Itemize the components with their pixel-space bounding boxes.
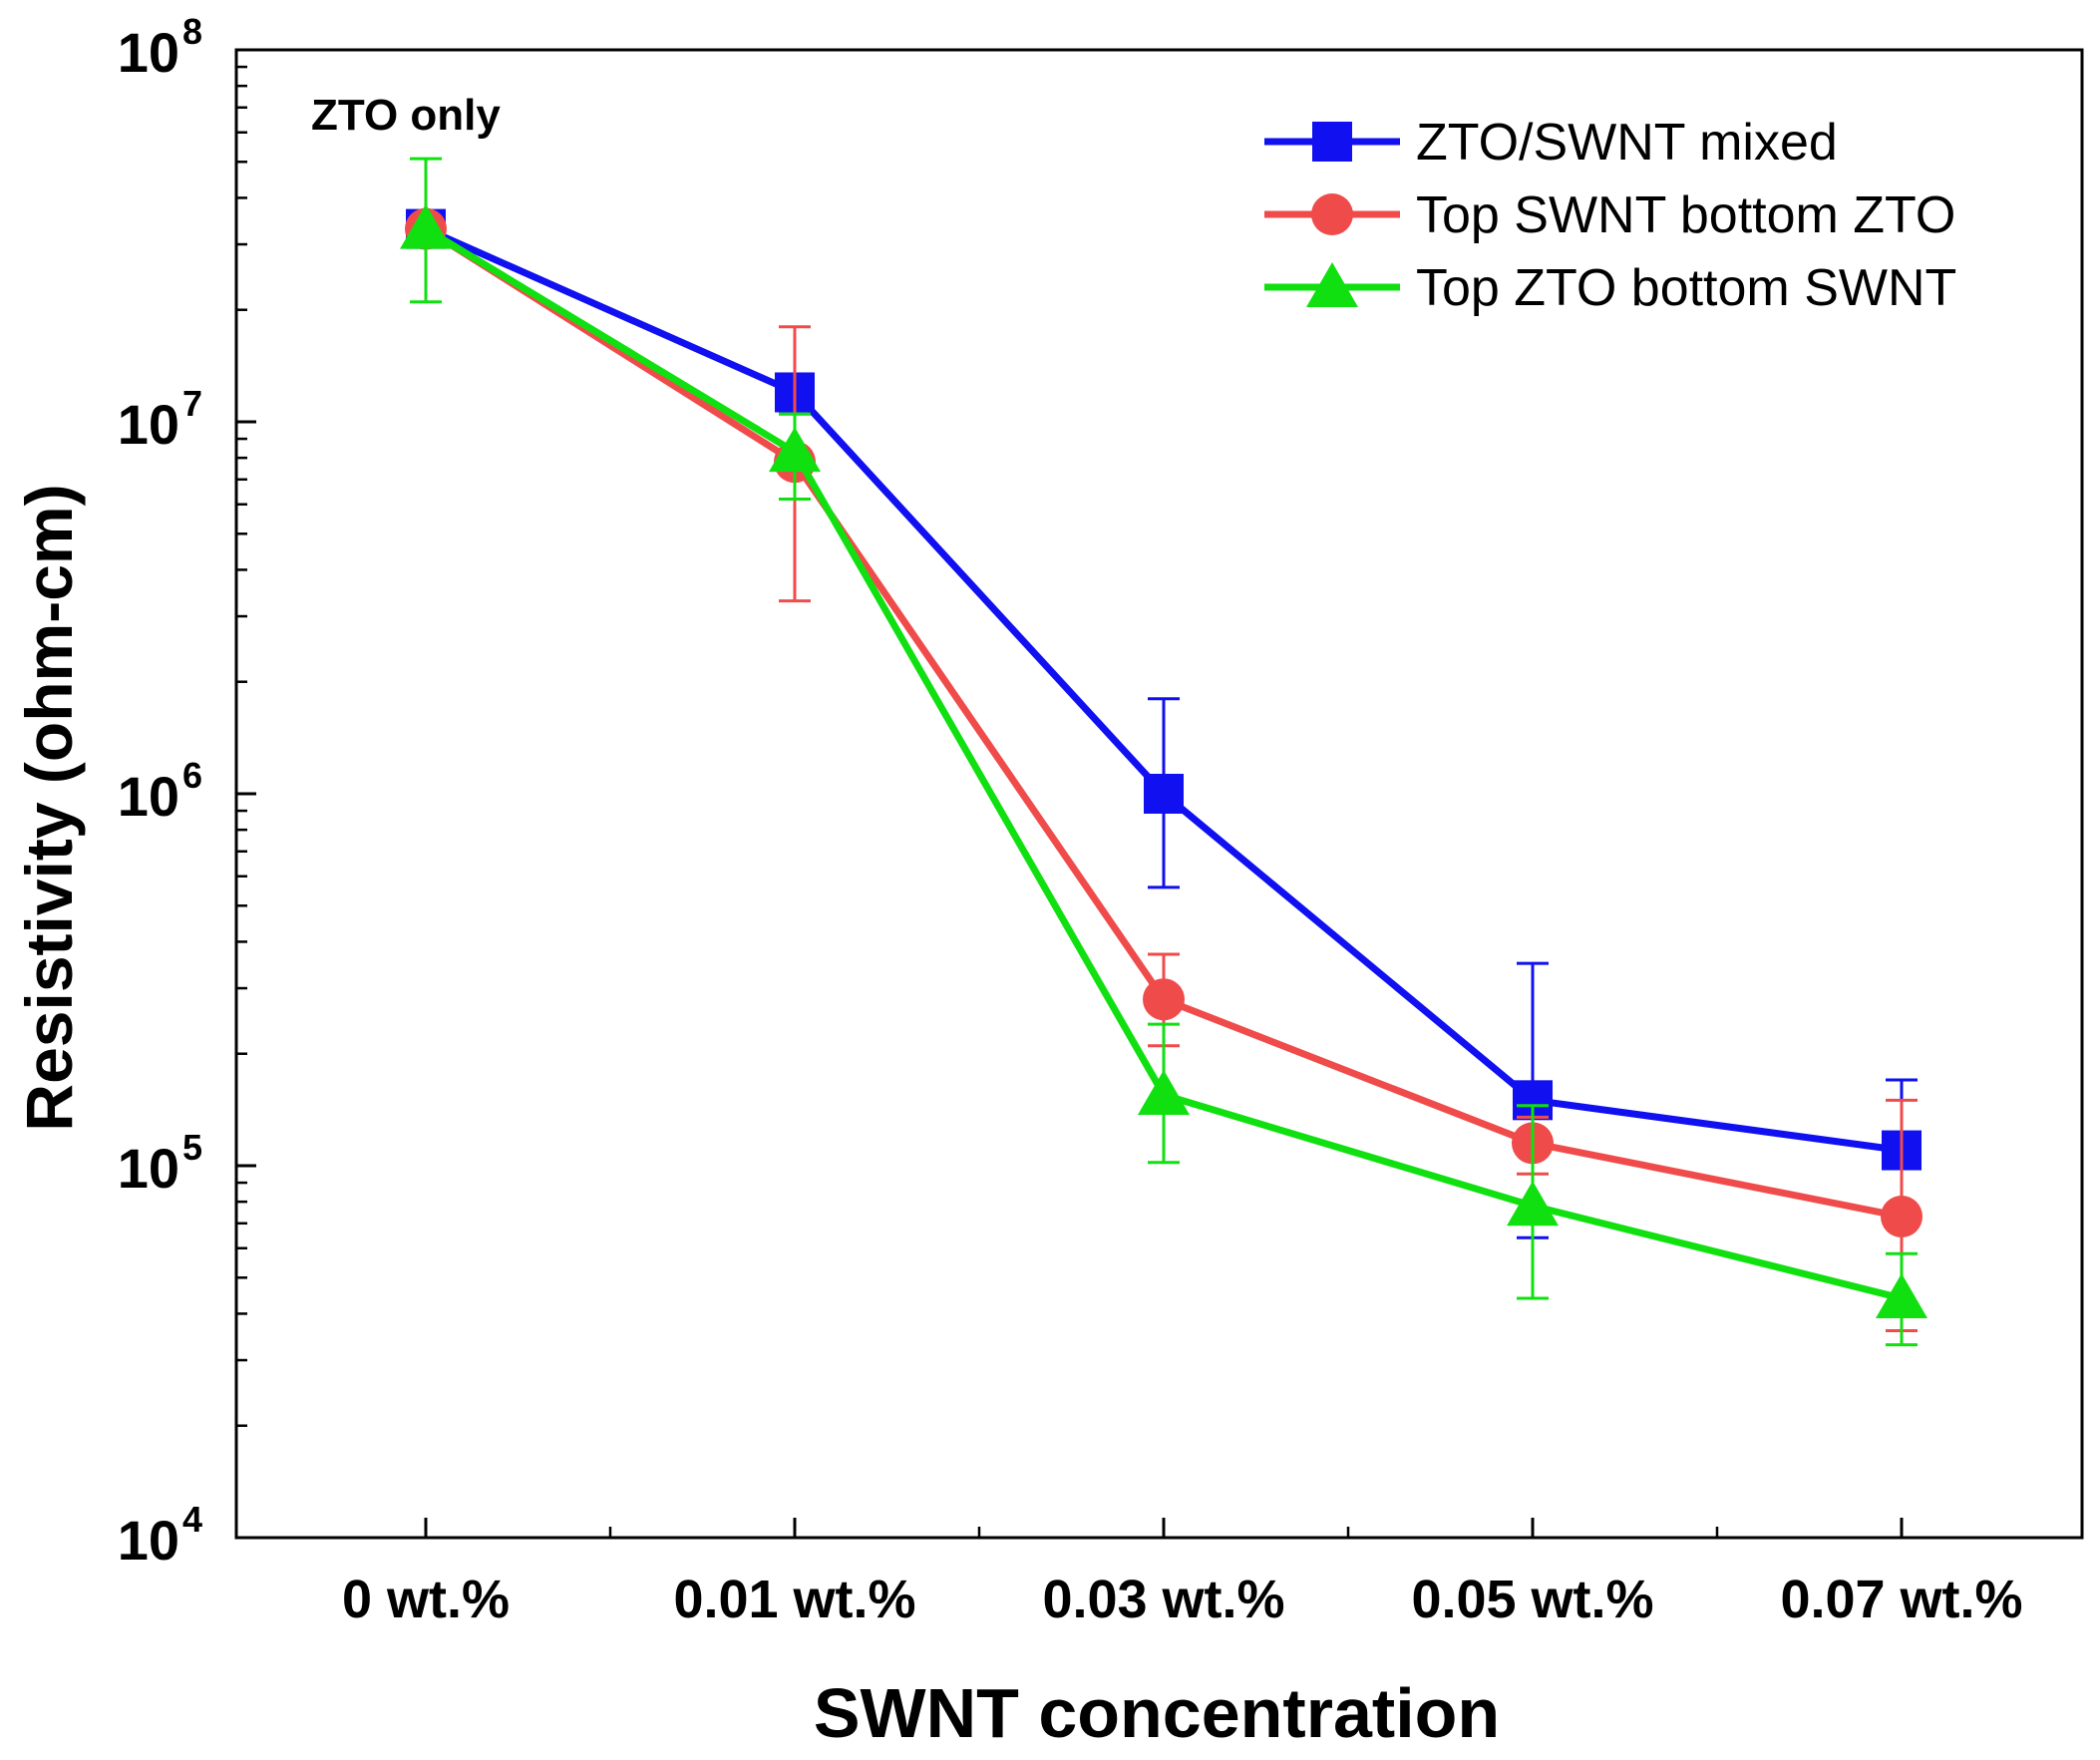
legend-marker-1 bbox=[1311, 193, 1353, 235]
y-tick-exponent-3: 7 bbox=[182, 383, 202, 424]
series-2 bbox=[400, 157, 1927, 1347]
series-layer bbox=[400, 157, 1927, 1347]
y-tick-exponent-2: 6 bbox=[182, 755, 202, 796]
x-tick-label-3: 0.05 wt.% bbox=[1411, 1570, 1653, 1629]
data-point-2-1 bbox=[769, 427, 821, 473]
x-tick-label-1: 0.01 wt.% bbox=[673, 1570, 915, 1629]
legend-label-0: ZTO/SWNT mixed bbox=[1416, 114, 1838, 172]
legend-label-1: Top SWNT bottom ZTO bbox=[1416, 186, 1955, 244]
data-point-2-2 bbox=[1138, 1070, 1190, 1116]
y-tick-label-2: 10 bbox=[118, 765, 179, 828]
data-point-2-0 bbox=[400, 203, 452, 249]
data-point-1-4 bbox=[1881, 1195, 1923, 1237]
x-tick-label-0: 0 wt.% bbox=[342, 1570, 510, 1629]
y-tick-exponent-0: 4 bbox=[182, 1499, 202, 1540]
legend-marker-0 bbox=[1312, 122, 1352, 162]
y-tick-label-3: 10 bbox=[118, 393, 179, 456]
y-tick-exponent-1: 5 bbox=[182, 1127, 202, 1168]
data-point-0-2 bbox=[1144, 774, 1184, 814]
legend: ZTO/SWNT mixed Top SWNT bottom ZTO Top ZTO… bbox=[1264, 114, 1956, 317]
y-tick-label-0: 10 bbox=[118, 1509, 179, 1572]
annotation-zto-only: ZTO only bbox=[311, 91, 501, 140]
data-point-1-2 bbox=[1143, 978, 1185, 1021]
x-axis-title: SWNT concentration bbox=[814, 1674, 1500, 1752]
data-point-2-4 bbox=[1876, 1272, 1927, 1318]
y-axis-title: Resistivity (ohm-cm) bbox=[12, 484, 86, 1131]
legend-marker-2 bbox=[1306, 262, 1358, 307]
y-tick-exponent-4: 8 bbox=[182, 11, 202, 52]
y-tick-label-4: 10 bbox=[118, 21, 179, 84]
ticks-layer: 10 410 510 610 710 80 wt.% 0.01 wt.% 0.03 wt.% 0… bbox=[118, 11, 2023, 1629]
data-point-2-3 bbox=[1507, 1181, 1559, 1227]
y-tick-label-1: 10 bbox=[118, 1137, 179, 1200]
legend-label-2: Top ZTO bottom SWNT bbox=[1416, 259, 1956, 317]
x-tick-label-2: 0.03 wt.% bbox=[1042, 1570, 1284, 1629]
x-tick-label-4: 0.07 wt.% bbox=[1780, 1570, 2022, 1629]
